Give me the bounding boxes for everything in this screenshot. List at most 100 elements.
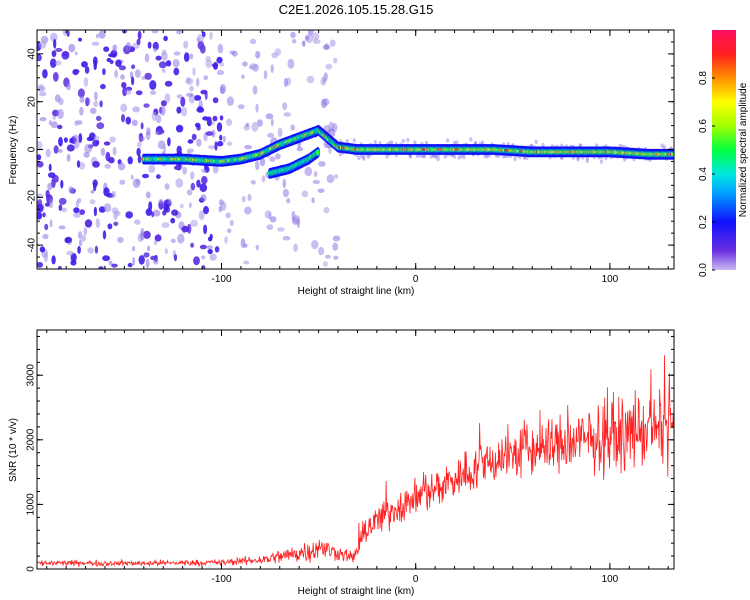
spectrogram-noise-cell	[209, 31, 213, 40]
spectrogram-noise-cell	[304, 35, 310, 41]
spectrogram-noise-cell	[163, 35, 168, 42]
spectrogram-noise-cell	[200, 194, 207, 202]
spectrogram-noise-cell	[217, 43, 224, 54]
spectrogram-noise-cell	[47, 182, 53, 191]
spectrogram-noise-cell	[186, 77, 191, 83]
spectrogram-halo-cell	[390, 140, 394, 145]
spectrogram-halo-cell	[446, 138, 450, 143]
spectrogram-noise-cell	[216, 69, 225, 76]
spectrogram-noise-cell	[37, 261, 43, 268]
spectrogram-noise-cell	[66, 250, 74, 256]
spectrogram-halo-cell	[345, 139, 349, 144]
spectrogram-noise-cell	[136, 38, 141, 46]
spectrogram-noise-cell	[109, 136, 116, 143]
spectrogram-noise-cell	[38, 91, 47, 97]
spectrogram-noise-cell	[92, 56, 98, 66]
spectrogram-noise-cell	[103, 46, 110, 52]
snr-ylabel: SNR (10 * v/v)	[8, 418, 19, 482]
spectrogram-halo-cell	[576, 157, 580, 162]
spectrogram-noise-cell	[237, 104, 245, 110]
spectrogram-noise-cell	[194, 122, 201, 128]
spectrogram-noise-cell	[89, 199, 96, 205]
spectrogram-noise-cell	[37, 54, 42, 62]
spectrogram-noise-cell	[173, 51, 181, 56]
spectrogram-noise-cell	[167, 137, 171, 147]
spectrogram-secondary-ridge-cell	[316, 150, 320, 155]
spectrogram-noise-cell	[199, 244, 207, 250]
spectrogram-noise-cell	[158, 129, 165, 134]
spectrogram-halo-cell	[406, 137, 410, 143]
spectrogram-noise-cell	[325, 63, 333, 70]
spectrogram-noise-cell	[282, 235, 291, 241]
spectrogram-noise-cell	[156, 174, 161, 180]
spectrogram-noise-cell	[173, 165, 181, 170]
spectrogram-noise-cell	[213, 61, 218, 70]
spectrogram-noise-cell	[95, 218, 101, 228]
spectrogram-noise-cell	[111, 263, 118, 268]
spectrogram-noise-cell	[282, 102, 288, 110]
spectrogram-noise-cell	[58, 197, 67, 205]
spectrogram-noise-cell	[102, 230, 107, 240]
spectrogram-noise-cell	[74, 120, 79, 126]
spectrogram-halo-cell	[385, 154, 389, 159]
spectrogram-noise-cell	[324, 254, 331, 259]
spectrogram-ylabel: Frequency (Hz)	[8, 116, 19, 185]
spectrogram-noise-cell	[292, 215, 301, 224]
spectrogram-noise-cell	[151, 211, 155, 218]
spectrogram-noise-cell	[242, 61, 248, 67]
spectrogram-noise-cell	[147, 41, 152, 49]
spectrogram-halo-cell	[599, 159, 604, 164]
spectrogram-noise-cell	[131, 64, 136, 69]
spectrogram-noise-cell	[132, 256, 136, 266]
spectrogram-noise-cell	[37, 140, 43, 151]
spectrogram-noise-cell	[252, 85, 258, 95]
spectrogram-noise-cell	[83, 227, 88, 236]
spectrogram-noise-cell	[47, 172, 56, 179]
spectrogram-noise-cell	[181, 106, 188, 117]
spectrogram-noise-cell	[320, 98, 327, 109]
spectrogram-noise-cell	[78, 37, 82, 42]
spectrogram-noise-cell	[49, 198, 53, 209]
spectrogram-noise-cell	[131, 245, 136, 252]
snr-ytick-label: 2000	[26, 428, 37, 451]
spectrogram-noise-cell	[94, 91, 98, 101]
spectrogram-noise-cell	[55, 60, 62, 66]
spectrogram-noise-cell	[121, 82, 127, 89]
snr-xlabel: Height of straight line (km)	[298, 586, 415, 597]
snr-ytick-label: 1000	[26, 493, 37, 516]
spectrogram-noise-cell	[132, 178, 141, 188]
spectrogram-noise-cell	[332, 235, 341, 242]
spectrogram-noise-cell	[146, 127, 151, 136]
spectrogram-noise-cell	[57, 124, 63, 130]
spectrogram-noise-cell	[52, 72, 59, 82]
spectrogram-noise-cell	[186, 189, 193, 196]
spectrogram-noise-cell	[256, 119, 263, 127]
spectrogram-noise-cell	[58, 204, 63, 211]
snr-xtick-label: 100	[602, 574, 619, 585]
spectrogram-noise-cell	[208, 145, 216, 150]
spectrogram-noise-cell	[77, 88, 85, 98]
spectrogram-noise-cell	[68, 186, 74, 194]
spectrogram-noise-cell	[201, 265, 206, 269]
spectrogram-noise-cell	[250, 180, 256, 185]
spectrogram-noise-cell	[187, 139, 194, 144]
spectrogram-noise-cell	[86, 97, 91, 106]
spectrogram-noise-cell	[222, 135, 226, 143]
spectrogram-noise-cell	[48, 119, 52, 126]
spectrogram-noise-cell	[249, 38, 257, 45]
spectrogram-noise-cell	[245, 122, 250, 128]
spectrogram-noise-cell	[304, 166, 313, 177]
spectrogram-noise-cell	[282, 178, 287, 189]
spectrogram-noise-cell	[225, 212, 231, 219]
spectrogram-noise-cell	[164, 80, 173, 87]
spectrogram-noise-cell	[60, 179, 64, 189]
spectrogram-noise-cell	[58, 136, 63, 147]
spectrogram-noise-cell	[214, 141, 218, 151]
spectrogram-noise-cell	[240, 74, 245, 79]
spectrogram-noise-cell	[42, 212, 46, 218]
spectrogram-noise-cell	[283, 77, 288, 88]
spectrogram-noise-cell	[95, 115, 102, 121]
spectrogram-noise-cell	[73, 207, 80, 214]
spectrogram-noise-cell	[84, 219, 93, 228]
colorbar-tick-label: 0.0	[698, 263, 709, 277]
